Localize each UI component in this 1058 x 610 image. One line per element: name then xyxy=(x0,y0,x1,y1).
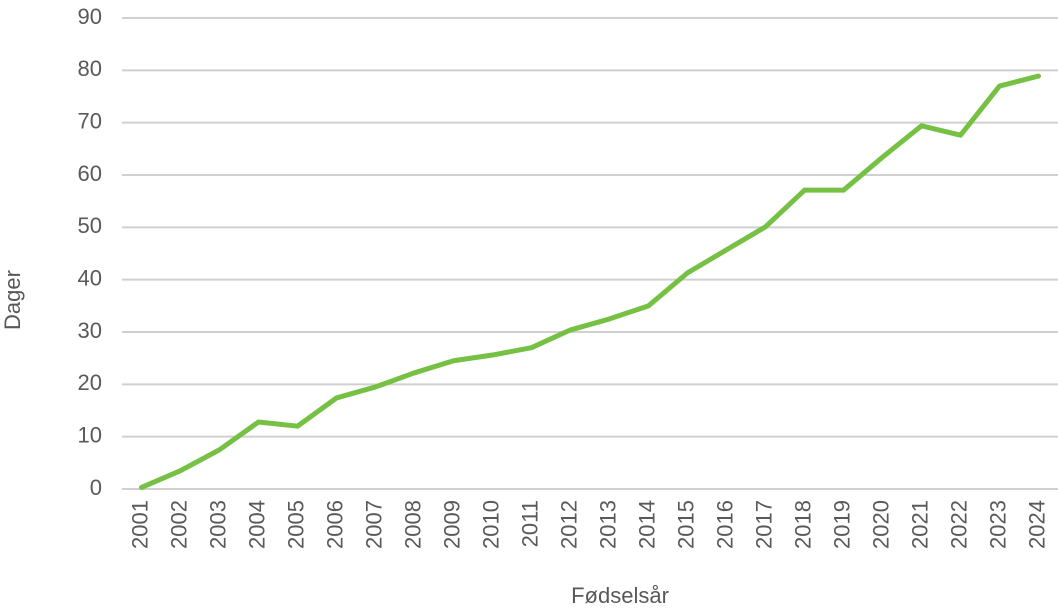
y-tick-label: 60 xyxy=(78,161,102,186)
y-tick-label: 30 xyxy=(78,318,102,343)
x-tick-label: 2011 xyxy=(517,500,542,547)
x-axis-label: Fødselsår xyxy=(571,583,669,608)
y-tick-label: 20 xyxy=(78,370,102,395)
y-tick-label: 50 xyxy=(78,213,102,238)
x-tick-label: 2007 xyxy=(361,500,386,549)
x-tick-label: 2014 xyxy=(634,500,659,549)
x-tick-label: 2005 xyxy=(283,500,308,549)
x-tick-label: 2002 xyxy=(166,500,191,549)
x-tick-label: 2006 xyxy=(322,500,347,549)
x-tick-label: 2019 xyxy=(829,500,854,549)
x-tick-label: 2004 xyxy=(244,500,269,549)
x-tick-label: 2013 xyxy=(595,500,620,549)
y-tick-label: 40 xyxy=(78,265,102,290)
x-tick-label: 2001 xyxy=(127,500,152,549)
y-axis-label: Dager xyxy=(0,270,25,330)
x-tick-label: 2023 xyxy=(985,500,1010,549)
x-tick-label: 2017 xyxy=(751,500,776,549)
x-tick-label: 2012 xyxy=(556,500,581,549)
x-tick-label: 2018 xyxy=(790,500,815,549)
y-tick-label: 70 xyxy=(78,108,102,133)
x-tick-label: 2003 xyxy=(205,500,230,549)
data-line xyxy=(139,73,1041,490)
x-tick-label: 2009 xyxy=(439,500,464,549)
y-tick-label: 0 xyxy=(90,475,102,500)
x-tick-label: 2010 xyxy=(478,500,503,549)
y-tick-label: 10 xyxy=(78,422,102,447)
x-tick-label: 2008 xyxy=(400,500,425,549)
x-tick-label: 2021 xyxy=(907,500,932,549)
y-tick-label: 80 xyxy=(78,56,102,81)
x-tick-label: 2022 xyxy=(946,500,971,549)
x-tick-label: 2020 xyxy=(868,500,893,549)
x-tick-label: 2015 xyxy=(673,500,698,549)
y-tick-label: 90 xyxy=(78,4,102,29)
x-tick-label: 2024 xyxy=(1024,500,1049,549)
x-tick-label: 2016 xyxy=(712,500,737,549)
